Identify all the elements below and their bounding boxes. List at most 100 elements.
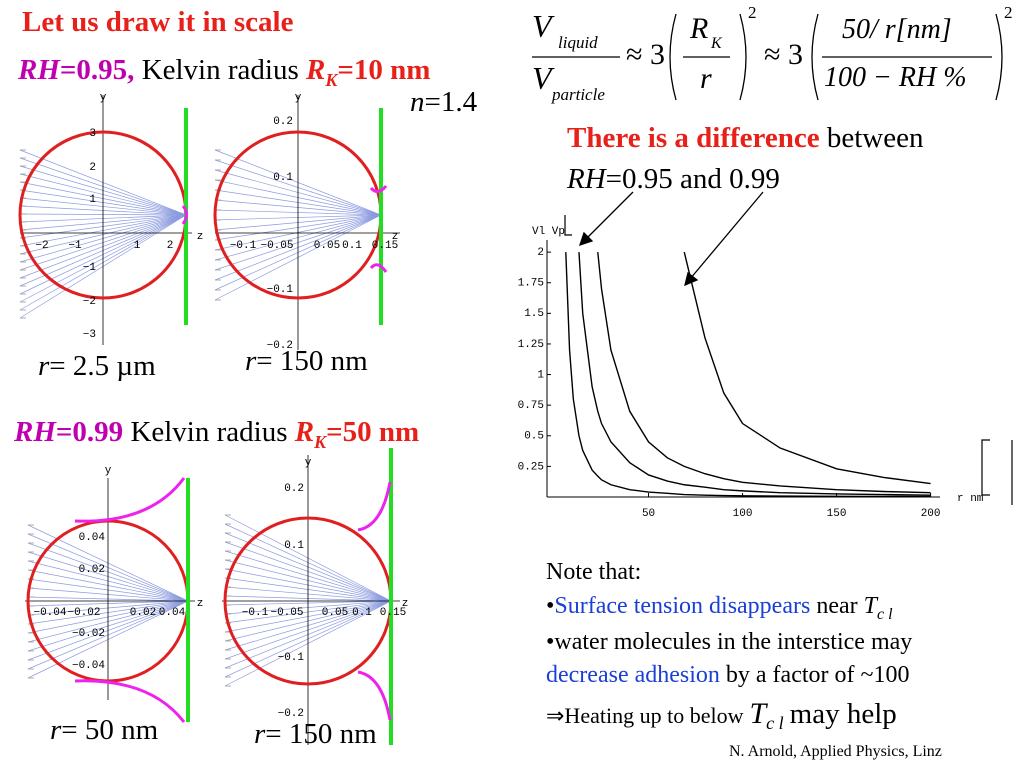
tick-label: 0.05 xyxy=(322,607,348,619)
x-tick-label: 200 xyxy=(921,508,941,520)
formula-approx: ≈ 3 xyxy=(764,38,803,71)
tick-label: 0.1 xyxy=(352,607,372,619)
tick-label: −1 xyxy=(83,262,97,274)
curve xyxy=(565,252,931,498)
tick-label: −0.05 xyxy=(260,240,293,252)
rh: RH xyxy=(567,162,606,195)
axis-label: y xyxy=(305,457,312,469)
x-tick-label: 150 xyxy=(827,508,847,520)
formula-sub: K xyxy=(711,35,722,52)
y-axis-label: Vl Vp xyxy=(532,226,565,238)
tick-label: 1 xyxy=(89,194,96,206)
formula-r: r xyxy=(700,62,712,95)
x-tick-label: 100 xyxy=(733,508,753,520)
tick-label: −0.02 xyxy=(67,607,100,619)
y-tick-label: 1.75 xyxy=(518,278,544,290)
difference: There is a difference between RH=0.95 and… xyxy=(567,118,924,199)
text: near xyxy=(816,592,858,619)
var: r xyxy=(38,350,50,382)
tick-label: −2 xyxy=(83,296,96,308)
tick-label: −2 xyxy=(35,240,48,252)
tick-label: 0.04 xyxy=(79,532,106,544)
y-tick-label: 0.75 xyxy=(518,400,544,412)
radius-label: r= 2.5 µm xyxy=(38,352,156,381)
symbol-sub: c l xyxy=(876,605,893,623)
rh-value: =0.95, xyxy=(59,54,135,86)
meniscus xyxy=(74,477,186,723)
rk-value: =50 nm xyxy=(326,416,420,448)
radius-label: r= 150 nm xyxy=(254,720,377,749)
tick-label: 2 xyxy=(89,162,96,174)
axis-label: z xyxy=(197,598,204,610)
formula-sub: particle xyxy=(552,85,605,104)
rk-sub: K xyxy=(325,69,338,90)
formula-v: V xyxy=(532,8,552,44)
tick-label: 0.15 xyxy=(380,607,406,619)
bullet: • xyxy=(546,592,555,619)
meniscus xyxy=(357,481,392,721)
notes-title: Note that: xyxy=(546,559,642,585)
tick-label: −0.02 xyxy=(72,628,105,640)
symbol: T xyxy=(863,592,877,619)
tick-label: −0.05 xyxy=(270,607,303,619)
y-tick-label: 2 xyxy=(537,247,544,259)
x-axis-label: r nm xyxy=(957,493,984,505)
notes: Note that: •Surface tension disappears n… xyxy=(546,556,912,736)
formula-v: V xyxy=(532,60,552,96)
rk: R xyxy=(294,416,315,448)
x-tick-label: 50 xyxy=(642,508,655,520)
axis-label: z xyxy=(197,231,204,243)
formula-shapes xyxy=(532,13,1003,101)
tick-label: 1 xyxy=(134,240,141,252)
tick-label: 0.1 xyxy=(273,172,293,184)
formula-r: R xyxy=(690,12,709,45)
tick-label: −0.1 xyxy=(278,652,305,664)
tick-label: 0.02 xyxy=(130,607,156,619)
tick-label: −1 xyxy=(68,240,82,252)
value: = 50 nm xyxy=(61,714,159,746)
rk-value: =10 nm xyxy=(337,54,431,86)
tick-label: −0.2 xyxy=(278,708,304,720)
formula-power: 2 xyxy=(1004,3,1013,22)
axis-label: y xyxy=(105,465,112,477)
formula-den: 100 − RH % xyxy=(824,62,967,93)
tick-label: −0.04 xyxy=(33,607,66,619)
tick-label: −0.1 xyxy=(230,240,257,252)
tick-label: −3 xyxy=(83,329,96,341)
heading: Let us draw it in scale xyxy=(22,6,294,38)
tick-label: −0.1 xyxy=(242,607,269,619)
footer: N. Arnold, Applied Physics, Linz xyxy=(729,743,942,760)
formula-sub: liquid xyxy=(558,33,598,52)
axis-label: z xyxy=(402,598,409,610)
kelvin: Kelvin radius xyxy=(141,54,299,86)
var: r xyxy=(245,345,257,377)
y-tick-label: 1.25 xyxy=(518,339,544,351)
radius-label: r= 150 nm xyxy=(245,347,368,376)
value: =1.4 xyxy=(424,86,478,118)
curve xyxy=(578,252,931,496)
formula-power: 2 xyxy=(748,3,757,22)
rk-sub: K xyxy=(314,431,327,452)
tick-label: 0.2 xyxy=(284,483,304,495)
meniscus xyxy=(369,185,388,273)
rh-value: =0.99 xyxy=(55,416,124,448)
y-tick-label: 0.25 xyxy=(518,461,544,473)
case-line: RH=0.95, Kelvin radius RK=10 nm xyxy=(18,56,430,89)
axis-label: y xyxy=(100,92,107,104)
tick-label: 0.15 xyxy=(372,240,398,252)
tick-label: 0.05 xyxy=(314,240,340,252)
value: = 150 nm xyxy=(256,345,368,377)
rk: R xyxy=(306,54,326,86)
tick-label: 0.02 xyxy=(79,564,105,576)
symbol-sub: c l xyxy=(766,712,784,733)
highlight: decrease adhesion xyxy=(546,662,720,689)
tick-label: 0.2 xyxy=(273,116,293,128)
formula-num: 50/ r[nm] xyxy=(842,14,952,45)
text: between xyxy=(826,122,924,154)
highlight: There is a difference xyxy=(567,122,820,154)
value: = 2.5 µm xyxy=(49,350,156,382)
tick-label: −0.1 xyxy=(267,284,294,296)
var: r xyxy=(50,714,62,746)
refractive-index: n=1.4 xyxy=(410,88,477,117)
